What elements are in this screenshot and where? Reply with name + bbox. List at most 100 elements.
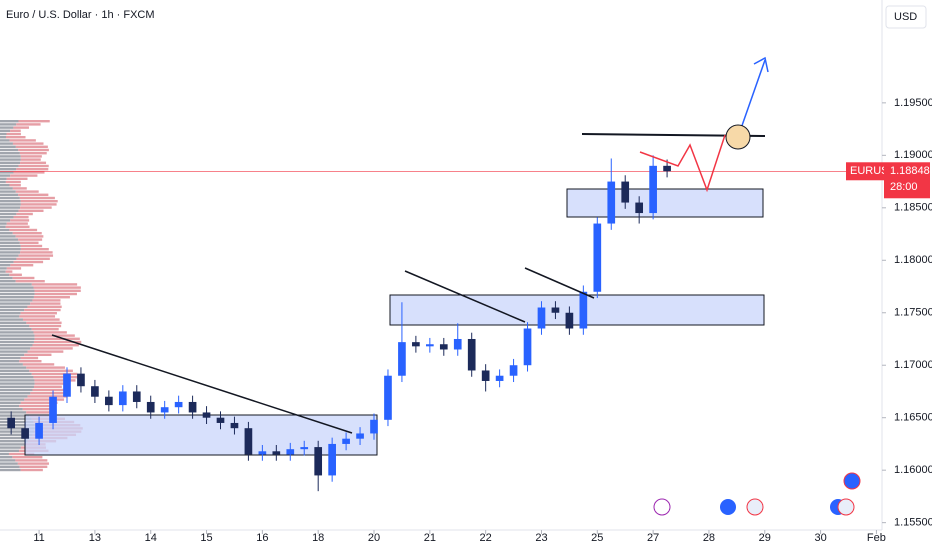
profile-bar (0, 222, 7, 225)
profile-bar (9, 139, 36, 142)
profile-bar (15, 145, 48, 148)
candle-body (21, 428, 29, 439)
candle-body (565, 312, 574, 329)
candle-body (579, 291, 588, 329)
profile-bar (20, 251, 53, 254)
profile-bar (18, 254, 54, 257)
profile-bar (0, 244, 21, 248)
profile-bar (34, 382, 70, 385)
profile-bar (20, 200, 58, 203)
candle-body (412, 342, 420, 347)
price-label: 1.18848 (890, 165, 930, 177)
candle-body (467, 338, 476, 371)
candle-body (370, 419, 378, 434)
profile-bar (0, 401, 21, 404)
candle-body (300, 447, 309, 450)
profile-bar (20, 161, 47, 164)
profile-bar (26, 321, 62, 324)
profile-bar (0, 430, 34, 433)
projection-arrow (737, 59, 766, 138)
profile-bar (12, 276, 35, 280)
candle-body (649, 165, 657, 214)
candle-body (258, 451, 267, 455)
profile-bar (0, 136, 6, 139)
profile-bar (34, 289, 81, 292)
x-tick-label: 18 (312, 532, 324, 544)
trendline (404, 270, 526, 323)
candle-body (509, 365, 518, 376)
profile-bar (18, 193, 49, 196)
profile-bar (0, 200, 21, 203)
profile-bar (18, 148, 49, 152)
trendline (51, 334, 353, 434)
profile-bar (0, 318, 23, 321)
profile-bar (0, 392, 31, 395)
event-icon (746, 498, 764, 516)
profile-bar (0, 184, 10, 187)
candle-body (91, 386, 99, 397)
candle-body (523, 328, 532, 366)
profile-bar (0, 363, 23, 366)
y-tick-label: 1.17000 (894, 359, 932, 371)
currency-box[interactable] (885, 5, 927, 29)
profile-bar (0, 171, 14, 174)
profile-bar (20, 206, 52, 209)
candle-body (356, 433, 364, 439)
profile-bar (20, 155, 42, 158)
profile-bar (12, 232, 42, 235)
profile-bar (31, 283, 78, 286)
profile-bar (0, 420, 34, 424)
profile-bar (0, 241, 20, 244)
x-tick-label: 16 (256, 532, 268, 544)
candle-body (216, 417, 225, 423)
profile-bar (0, 174, 11, 177)
profile-bar (0, 446, 21, 449)
breakout-marker (725, 124, 751, 150)
candle-body (63, 373, 71, 397)
profile-bar (24, 398, 65, 401)
profile-bar (0, 452, 9, 456)
y-tick-label: 1.18000 (894, 254, 932, 266)
profile-bar (0, 142, 13, 145)
candle-body (328, 443, 336, 476)
candle-body (174, 401, 183, 408)
candle-body (384, 375, 392, 420)
candle-body (621, 181, 630, 203)
profile-bar (33, 376, 79, 379)
profile-bar (0, 459, 16, 462)
profile-bar (0, 148, 19, 152)
profile-bar (18, 164, 49, 168)
profile-bar (27, 350, 64, 353)
profile-bar (0, 388, 33, 392)
x-tick-label: 14 (145, 532, 157, 544)
profile-bar (20, 248, 49, 251)
profile-bar (0, 286, 34, 289)
profile-bar (15, 190, 39, 193)
profile-bar (0, 203, 21, 206)
candle-body (230, 422, 239, 429)
profile-bar (0, 369, 30, 372)
profile-bar (6, 132, 21, 136)
profile-bar (20, 158, 41, 161)
candle-body (118, 391, 127, 406)
profile-bar (22, 363, 55, 366)
profile-bar (0, 331, 34, 334)
profile-bar (33, 286, 81, 289)
profile-bar (33, 385, 62, 388)
candle-body (146, 401, 155, 413)
x-tick-label: 29 (759, 532, 771, 544)
x-tick-label: 27 (647, 532, 659, 544)
profile-bar (0, 123, 17, 126)
profile-bar (0, 187, 13, 190)
profile-bar (0, 302, 31, 305)
candle-body (607, 181, 616, 224)
profile-bar (13, 171, 45, 174)
profile-bar (0, 449, 20, 452)
x-tick-label: 13 (89, 532, 101, 544)
profile-bar (6, 222, 28, 225)
event-icon (843, 472, 861, 490)
profile-bar (22, 408, 54, 411)
profile-bar (34, 337, 80, 340)
profile-bar (0, 328, 32, 331)
profile-bar (0, 158, 21, 161)
